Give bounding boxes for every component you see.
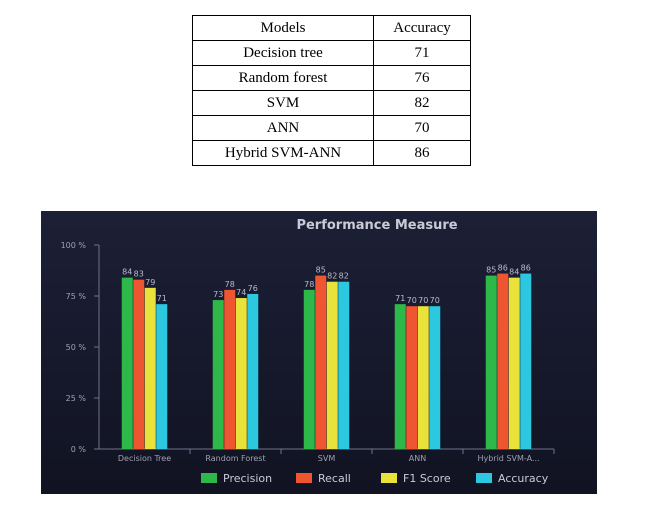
accuracy-value-cell: 82 [373,90,471,116]
bar-precision [394,304,406,449]
accuracy-value-cell: 71 [373,40,471,66]
x-category-label: SVM [318,454,336,463]
bar-precision [212,300,224,449]
bar-recall [406,306,418,449]
bar-value-label: 85 [486,266,496,275]
y-tick-label: 100 % [61,241,87,250]
bar-value-label: 82 [339,272,349,281]
model-name-cell: Hybrid SVM-ANN [192,140,374,166]
bar-value-label: 79 [145,278,155,287]
legend-swatch [476,473,492,483]
table-row: Random forest 76 [192,65,471,91]
table-row: ANN 70 [192,115,471,141]
bar-value-label: 82 [327,272,337,281]
bar-recall [497,273,509,449]
table-header-row: Models Accuracy [192,15,471,41]
legend-swatch [381,473,397,483]
bar-value-label: 74 [236,288,246,297]
bar-recall [315,275,327,449]
bar-precision [303,289,315,449]
y-tick-label: 75 % [66,292,87,301]
bar-value-label: 85 [316,266,326,275]
chart-axes: 0 % 25 % 50 % 75 % 100 % Decision Tree Random … [61,241,555,463]
bar-value-label: 73 [213,290,223,299]
bar-precision [121,277,133,449]
bar-f1-score [235,298,247,449]
bar-value-label: 76 [248,284,258,293]
bar-value-label: 70 [430,296,440,305]
bar-value-label: 71 [395,294,405,303]
bar-value-label: 78 [225,280,235,289]
column-header-accuracy: Accuracy [373,15,471,41]
bar-value-label: 86 [498,264,508,273]
bar-f1-score [508,277,520,449]
table-row: Hybrid SVM-ANN 86 [192,140,471,166]
bar-accuracy [247,293,259,449]
accuracy-table: Models Accuracy Decision tree 71 Random … [192,15,471,166]
chart-title: Performance Measure [296,218,457,233]
bar-value-label: 70 [407,296,417,305]
bar-f1-score [326,281,338,449]
y-tick-label: 25 % [66,394,87,403]
legend-label: Precision [223,472,272,485]
model-name-cell: SVM [192,90,374,116]
bar-value-label: 83 [134,270,144,279]
bar-value-label: 86 [521,264,531,273]
x-category-label: Hybrid SVM-A... [477,454,539,463]
column-header-models: Models [192,15,374,41]
y-tick-label: 50 % [66,343,87,352]
bar-value-label: 71 [157,294,167,303]
x-category-label: Decision Tree [118,454,171,463]
bar-value-label: 84 [509,268,519,277]
bar-value-label: 70 [418,296,428,305]
model-name-cell: ANN [192,115,374,141]
y-tick-label: 0 % [71,445,87,454]
accuracy-value-cell: 86 [373,140,471,166]
performance-bar-chart: Performance Measure 0 % 25 % 50 % 75 % 100 %… [41,211,597,494]
legend-label: Accuracy [498,472,549,485]
accuracy-value-cell: 70 [373,115,471,141]
bar-value-label: 84 [122,268,132,277]
bar-accuracy [338,281,350,449]
x-category-label: ANN [409,454,426,463]
accuracy-value-cell: 76 [373,65,471,91]
legend-swatch [201,473,217,483]
legend-label: Recall [318,472,351,485]
chart-legend: Precision Recall F1 Score Accuracy [201,472,549,485]
bar-accuracy [156,304,168,449]
legend-label: F1 Score [403,472,451,485]
bar-f1-score [417,306,429,449]
table-row: SVM 82 [192,90,471,116]
performance-chart-panel: Performance Measure 0 % 25 % 50 % 75 % 100 %… [41,211,597,494]
bar-recall [224,289,236,449]
bar-accuracy [429,306,441,449]
model-name-cell: Random forest [192,65,374,91]
table-row: Decision tree 71 [192,40,471,66]
bar-value-label: 78 [304,280,314,289]
bar-recall [133,279,145,449]
legend-swatch [296,473,312,483]
x-category-label: Random Forest [205,454,265,463]
model-name-cell: Decision tree [192,40,374,66]
bar-accuracy [520,273,532,449]
bar-f1-score [144,287,156,449]
bar-precision [485,275,497,449]
